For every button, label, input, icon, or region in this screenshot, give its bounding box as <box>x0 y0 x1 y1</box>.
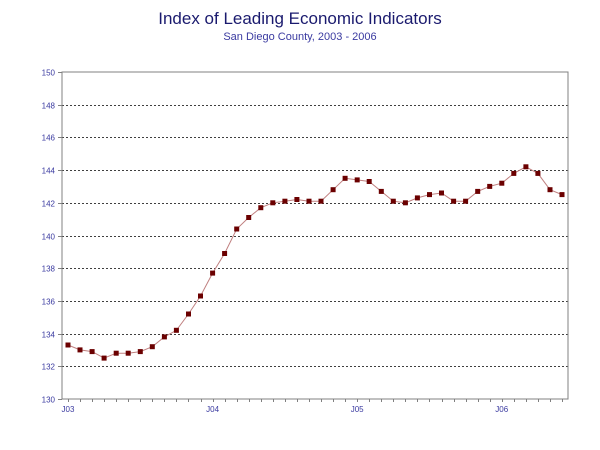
data-point <box>198 293 203 299</box>
data-point <box>330 187 336 193</box>
y-tick-label: 150 <box>42 69 56 78</box>
y-tick-label: 140 <box>42 233 56 242</box>
data-point <box>113 350 119 356</box>
x-tick-label: J05 <box>351 405 364 414</box>
x-tick-labels: J03 J04 J05 J06 <box>62 399 563 414</box>
data-point <box>439 190 444 196</box>
data-point <box>523 164 529 170</box>
data-point <box>186 311 191 317</box>
data-point <box>354 177 360 183</box>
x-tick-label: J06 <box>495 405 508 414</box>
x-tick-label: J04 <box>206 405 219 414</box>
data-point <box>294 197 300 202</box>
data-point <box>210 270 216 276</box>
chart-subtitle: San Diego County, 2003 - 2006 <box>223 31 377 43</box>
data-point <box>451 198 457 204</box>
y-tick-label: 138 <box>42 265 56 274</box>
y-tick-label: 142 <box>42 200 56 209</box>
y-tick-label: 134 <box>42 331 56 340</box>
data-point <box>366 179 372 184</box>
data-point <box>306 198 312 204</box>
data-point <box>222 251 228 256</box>
x-tick-label: J03 <box>62 405 75 414</box>
data-point <box>499 180 505 186</box>
data-point <box>101 355 107 361</box>
data-point <box>65 342 71 348</box>
data-point <box>77 347 83 353</box>
data-point <box>149 344 155 350</box>
grid-layer <box>62 105 568 367</box>
data-point <box>390 198 396 204</box>
data-point <box>282 198 288 204</box>
y-tick-label: 136 <box>42 298 56 307</box>
data-point <box>414 195 420 201</box>
y-tick-label: 144 <box>42 167 56 176</box>
series-layer <box>65 164 565 361</box>
y-tick-labels: 130 132 134 136 138 140 142 144 146 148 150 <box>42 69 62 405</box>
data-point <box>427 192 432 198</box>
plot-frame <box>61 71 569 400</box>
data-point <box>137 349 143 355</box>
y-tick-label: 130 <box>42 396 56 405</box>
data-point <box>234 226 240 232</box>
data-point <box>559 192 565 198</box>
y-tick-label: 132 <box>42 363 56 372</box>
data-point <box>342 175 348 181</box>
data-point <box>89 349 95 355</box>
y-tick-label: 146 <box>42 134 56 143</box>
data-point <box>463 198 469 204</box>
data-point <box>535 170 541 176</box>
data-point <box>487 183 493 189</box>
data-point <box>378 188 384 194</box>
data-point <box>318 198 324 204</box>
data-point <box>161 334 167 340</box>
data-point <box>475 188 481 194</box>
data-point <box>270 200 276 206</box>
data-point <box>246 215 252 220</box>
data-point <box>258 205 264 211</box>
chart-title: Index of Leading Economic Indicators <box>158 9 442 28</box>
data-point <box>173 327 179 333</box>
axis-layer <box>61 71 569 400</box>
data-point <box>547 187 553 193</box>
series-line <box>67 166 563 359</box>
data-point <box>402 200 408 206</box>
data-point <box>125 350 131 356</box>
y-tick-label: 148 <box>42 102 56 111</box>
data-point <box>511 170 517 176</box>
